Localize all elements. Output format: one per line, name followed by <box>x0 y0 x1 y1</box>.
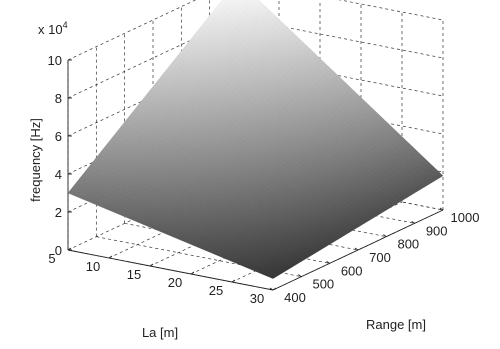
x-tick-label: 20 <box>168 275 182 290</box>
y-tick-label: 1000 <box>451 210 480 225</box>
y-axis-label: Range [m] <box>366 317 426 332</box>
z-tick-label: 2 <box>55 205 62 220</box>
z-tick-label: 0 <box>55 243 62 258</box>
x-tick-label: 5 <box>48 251 55 266</box>
z-tick-label: 4 <box>55 167 62 182</box>
y-tick-label: 600 <box>341 263 363 278</box>
z-tick-label: 10 <box>48 53 62 68</box>
surface-cell <box>245 0 253 4</box>
y-tick-label: 700 <box>369 250 391 265</box>
grid-line <box>338 0 444 21</box>
surface-cell <box>239 0 247 4</box>
y-tick-label: 800 <box>397 237 419 252</box>
x-tick-label: 15 <box>127 267 141 282</box>
surface-cell <box>252 0 259 4</box>
grid-line <box>237 17 444 59</box>
surface-plot <box>67 0 444 279</box>
x-axis-label: La [m] <box>142 325 178 340</box>
z-multiplier-label: x 104 <box>38 20 68 37</box>
x-tick-label: 30 <box>250 291 264 306</box>
y-tick-label: 400 <box>284 290 306 305</box>
grid-line <box>67 0 197 61</box>
x-axis-line <box>67 249 274 291</box>
x-tick-label: 10 <box>86 259 100 274</box>
x-tick-label: 25 <box>209 283 223 298</box>
grid-line <box>237 55 444 97</box>
z-tick-label: 8 <box>55 91 62 106</box>
y-tick-label: 900 <box>426 223 448 238</box>
z-tick-label: 6 <box>55 129 62 144</box>
y-tick-label: 500 <box>312 277 334 292</box>
z-axis-label: frequency [Hz] <box>28 118 43 202</box>
